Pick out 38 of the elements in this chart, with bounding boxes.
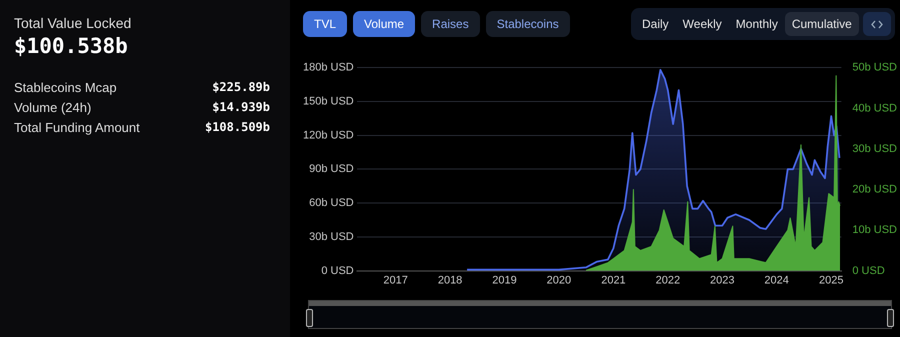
x-tick-label: 2025 — [818, 274, 844, 286]
x-tick-label: 2023 — [710, 274, 735, 286]
y-tick-label: 30b USD — [309, 230, 354, 243]
y2-tick-label: 30b USD — [852, 142, 898, 155]
y2-tick-label: 40b USD — [852, 102, 898, 114]
y-tick-label: 150b USD — [302, 96, 354, 108]
y2-tick-label: 20b USD — [852, 184, 898, 196]
x-tick-label: 2017 — [383, 274, 408, 286]
text: Monthly — [734, 16, 779, 33]
y-tick-label: 60b USD — [309, 197, 354, 210]
text: Total Funding Amount — [14, 120, 140, 135]
text: Daily — [641, 16, 670, 33]
x-tick-label: 2021 — [601, 274, 626, 286]
text: Volume (24h) — [14, 100, 92, 115]
x-tick-label: 2019 — [492, 274, 517, 286]
text: Cumulative — [784, 12, 859, 36]
x-tick-label: 2022 — [656, 274, 680, 286]
x-tick-label: 2020 — [546, 274, 572, 286]
x-tick-label: 2024 — [764, 274, 789, 286]
y-tick-label: 180b USD — [302, 62, 354, 74]
text: Raises — [421, 11, 480, 37]
y2-tick-label: 50b USD — [852, 62, 898, 74]
text: $108.509b — [204, 120, 270, 135]
y-tick-label: 120b USD — [302, 129, 354, 142]
y2-tick-label: 0 USD — [852, 264, 885, 277]
text: Weekly — [682, 16, 723, 33]
y-tick-label: 90b USD — [309, 163, 354, 176]
text: Total Value Locked — [14, 15, 132, 31]
x-tick-label: 2018 — [438, 274, 462, 286]
text: Stablecoins Mcap — [14, 80, 117, 95]
text: $14.939b — [212, 100, 270, 115]
y-tick-label: 0 USD — [321, 264, 354, 277]
text: Volume — [353, 11, 416, 37]
text: TVL — [303, 11, 348, 37]
text: $225.89b — [212, 80, 270, 95]
y2-tick-label: 10b USD — [852, 224, 898, 236]
text: Stablecoins — [486, 11, 570, 37]
text: $100.538b — [14, 34, 128, 58]
